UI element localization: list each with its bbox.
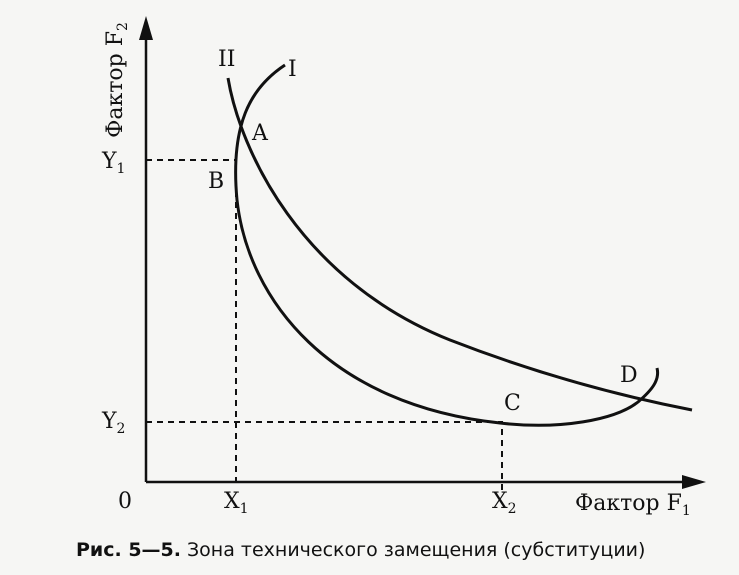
label-sub: 2 — [117, 421, 126, 437]
curve-label: I — [288, 57, 297, 82]
caption-text: Зона технического замещения (субституции… — [187, 539, 645, 561]
y-axis-label: Фактор F2 — [103, 22, 131, 138]
point-label: B — [208, 169, 224, 194]
label-sub: 2 — [115, 22, 131, 31]
label-text: X — [492, 489, 508, 514]
label-sub: 2 — [508, 501, 517, 517]
label-sub: 1 — [240, 501, 249, 517]
origin-label: 0 — [118, 489, 132, 514]
label-sub: 1 — [682, 503, 691, 519]
caption: Рис. 5—5. Зона технического замещения (су… — [76, 539, 645, 561]
y1-label: Y1 — [101, 149, 125, 177]
label-text: Y — [101, 409, 117, 434]
point-label: D — [620, 363, 638, 388]
caption-figure: Рис. 5—5. — [76, 539, 181, 561]
x-arrow — [682, 475, 706, 489]
y-arrow — [139, 16, 153, 40]
x2-label: X2 — [492, 489, 517, 517]
isoquant-2 — [226, 77, 693, 412]
label-text: X — [224, 489, 240, 514]
x1-label: X1 — [224, 489, 249, 517]
label-sub: 1 — [117, 161, 126, 177]
label-text: Фактор F — [103, 31, 128, 138]
isoquant-1 — [234, 63, 660, 427]
point-label: C — [504, 391, 521, 416]
label-text: Y — [101, 149, 117, 174]
label-text: Фактор F — [575, 491, 682, 516]
point-label: A — [251, 121, 269, 146]
y2-label: Y2 — [101, 409, 125, 437]
x-axis-label: Фактор F1 — [575, 491, 691, 519]
curve-label: II — [218, 47, 235, 72]
